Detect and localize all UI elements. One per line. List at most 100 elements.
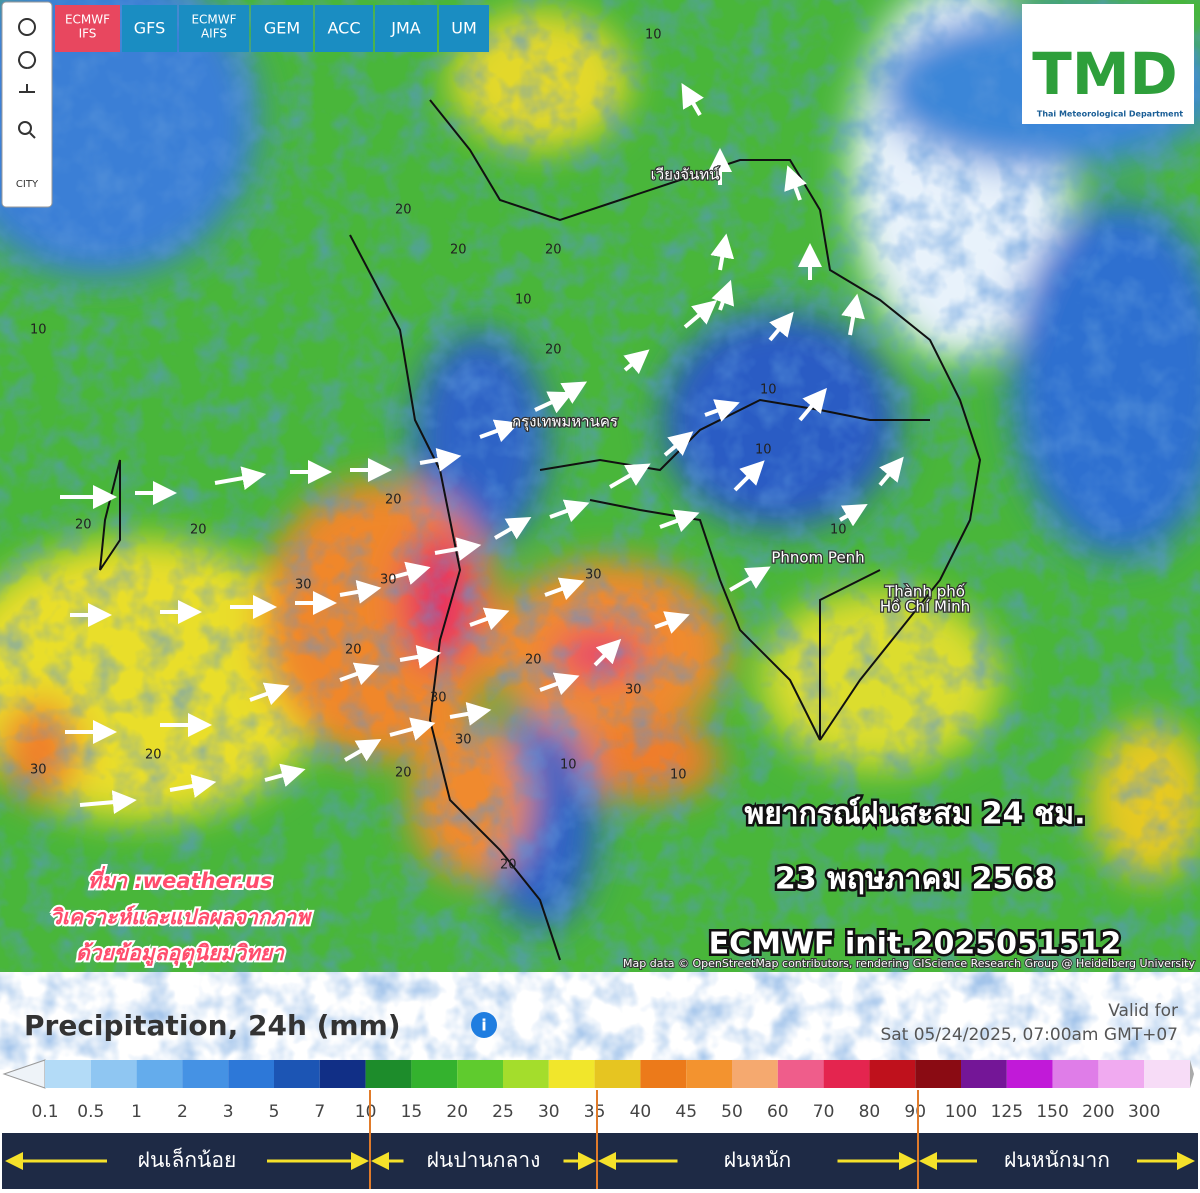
scale-box — [365, 1060, 412, 1088]
scale-box — [961, 1060, 1007, 1088]
model-button[interactable] — [122, 5, 177, 52]
scale-tick-label: 0.5 — [77, 1102, 104, 1122]
wind-arrow — [389, 561, 431, 585]
scale-tick-label: 7 — [314, 1102, 325, 1122]
model-button[interactable] — [55, 5, 120, 52]
wind-arrow — [878, 456, 904, 487]
scale-tick-label: 25 — [492, 1102, 514, 1122]
scale-arrow-right — [1190, 1060, 1194, 1088]
logo-subtitle: Thai Meteorological Department — [1037, 110, 1183, 119]
zoom-button[interactable] — [18, 121, 36, 139]
scale-box — [45, 1060, 91, 1088]
contour-label: 10 — [30, 323, 47, 338]
scale-tick-label: 45 — [675, 1102, 697, 1122]
model-label: AIFS — [201, 27, 227, 41]
contour-label: 20 — [525, 653, 542, 668]
class-label: ฝนหนักมาก — [1004, 1148, 1110, 1172]
scale-tick-label: 1 — [131, 1102, 142, 1122]
wind-arrow — [479, 419, 520, 443]
wind-arrow — [249, 682, 290, 706]
class-label: ฝนเล็กน้อย — [138, 1146, 237, 1172]
scale-box — [457, 1060, 503, 1088]
wind-arrow — [841, 293, 865, 336]
model-button[interactable] — [179, 5, 249, 52]
model-label: GEM — [264, 19, 300, 38]
source-line: ที่มา :weather.us — [87, 866, 272, 893]
scale-arrow-left — [2, 1059, 46, 1089]
color-scale: 0.1 0.5 1 2 3 5 7 10 15 20 25 30 35 40 45 50 60 70 80 90 100… — [2, 1059, 1194, 1122]
scale-box — [228, 1060, 274, 1088]
source-line: ด้วยข้อมูลอุตุนิยมวิทยา — [76, 941, 285, 966]
contour-label: 30 — [585, 568, 602, 583]
model-button[interactable] — [375, 5, 437, 52]
model-button[interactable] — [251, 5, 313, 52]
wind-arrow — [264, 763, 306, 787]
contour-label: 10 — [755, 443, 772, 458]
city-toggle[interactable]: CITY — [16, 179, 39, 190]
scale-box — [823, 1060, 870, 1088]
wind-arrow — [419, 448, 462, 472]
contour-label: 20 — [145, 748, 162, 763]
reload-button[interactable] — [18, 18, 36, 36]
source-line: วิเคราะห์และแปลผลจากภาพ — [50, 905, 312, 929]
locate-button[interactable] — [18, 51, 36, 93]
wind-arrow — [169, 774, 217, 798]
contour-label: 20 — [395, 203, 412, 218]
scale-box — [182, 1060, 229, 1088]
scale-tick-label: 5 — [269, 1102, 280, 1122]
contour-label: 20 — [75, 518, 92, 533]
scale-box — [869, 1060, 916, 1088]
scale-tick-label: 70 — [813, 1102, 835, 1122]
model-button[interactable] — [439, 5, 489, 52]
valid-label: Valid for — [1108, 1001, 1178, 1021]
scale-box — [732, 1060, 778, 1088]
scale-box — [640, 1060, 687, 1088]
scale-tick-label: 90 — [904, 1102, 926, 1122]
place-label: เวียงจันทน์ — [651, 166, 720, 184]
scale-box — [686, 1060, 732, 1088]
info-i: i — [481, 1016, 486, 1035]
wind-arrow — [704, 399, 740, 422]
contour-label: 20 — [545, 343, 562, 358]
wind-arrow — [609, 463, 651, 489]
scale-box — [319, 1060, 366, 1088]
contour-label: 20 — [450, 243, 467, 258]
wind-arrow — [434, 537, 482, 561]
wind-arrow — [549, 499, 590, 523]
model-label: ACC — [327, 19, 360, 38]
contour-label: 30 — [430, 691, 447, 706]
scale-tick-label: 0.1 — [31, 1102, 58, 1122]
wind-arrow — [683, 300, 718, 329]
wind-arrow — [389, 717, 436, 741]
wind-arrow — [339, 580, 382, 604]
place-label: Hồ Chí Minh — [880, 598, 970, 616]
contour-label: 30 — [380, 573, 397, 588]
wind-arrow — [729, 566, 771, 592]
scale-box — [1006, 1060, 1053, 1088]
scale-box — [411, 1060, 458, 1088]
wind-arrow — [784, 165, 807, 201]
wind-arrow — [710, 233, 735, 271]
model-button[interactable] — [315, 5, 373, 52]
scale-tick-label: 60 — [767, 1102, 789, 1122]
wind-arrow — [659, 509, 700, 533]
attribution: Map data © OpenStreetMap contributors, r… — [623, 957, 1195, 970]
contour-label: 20 — [345, 643, 362, 658]
contour-label: 30 — [625, 683, 642, 698]
class-label: ฝนหนัก — [724, 1148, 792, 1172]
scale-tick-label: 15 — [401, 1102, 423, 1122]
borders — [99, 99, 982, 961]
scale-tick-label: 300 — [1128, 1102, 1160, 1122]
wind-arrow — [654, 611, 690, 634]
caption-line: ECMWF init.2025051512 — [709, 927, 1122, 962]
info-icon[interactable] — [471, 1012, 497, 1038]
map[interactable]: 20 20 10 20 10 20 10 10 20 30 30 20 30 30 20 30 20 30 20 10… — [0, 0, 1200, 972]
scale-box — [777, 1060, 824, 1088]
contour-label: 30 — [30, 763, 47, 778]
contour-label: 10 — [560, 758, 577, 773]
wind-arrow — [494, 517, 532, 540]
contour-label: 30 — [455, 733, 472, 748]
